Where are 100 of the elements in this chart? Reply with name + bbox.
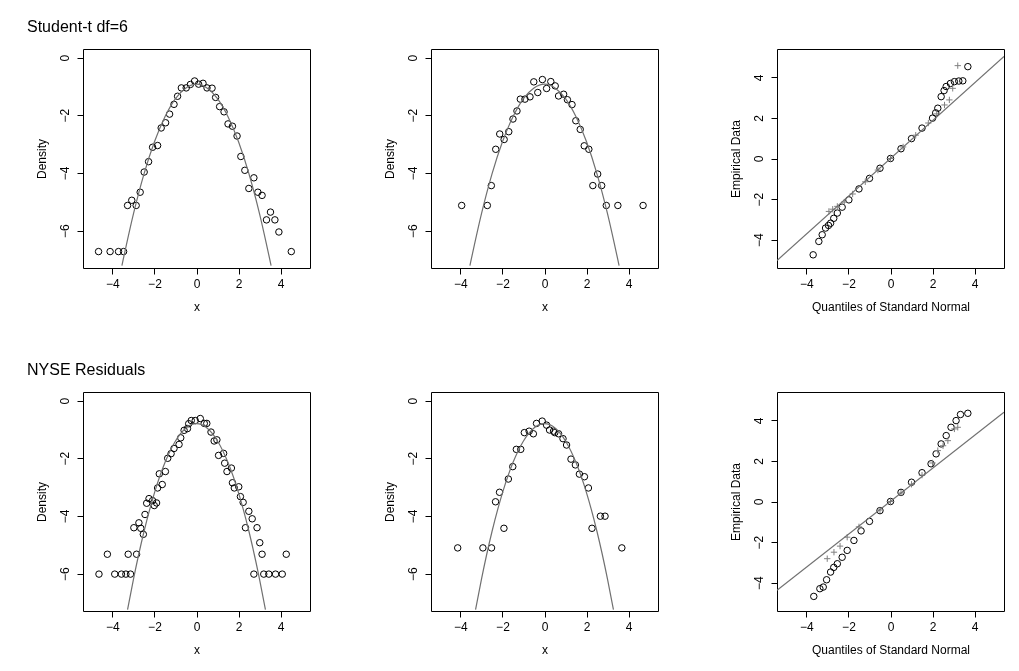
point [271, 570, 280, 578]
point [215, 102, 224, 111]
point [495, 130, 504, 138]
point [928, 114, 937, 122]
point [228, 479, 237, 487]
y-tick-label: 0 [57, 54, 72, 62]
x-axis-title: Quantiles of Standard Normal [811, 299, 971, 314]
x-tick-label: −4 [800, 619, 815, 634]
x-tick-label: −4 [106, 276, 121, 291]
point [838, 553, 846, 561]
point [187, 416, 195, 425]
point [182, 84, 190, 92]
y-tick-label: 4 [751, 417, 766, 425]
x-tick-label: 2 [583, 276, 591, 291]
y-tick-label: −6 [57, 566, 72, 581]
point [190, 77, 199, 85]
point [170, 100, 178, 109]
point [830, 214, 838, 223]
y-tick-label: −4 [57, 166, 72, 181]
point [492, 145, 500, 154]
y-axis-title: Empirical Data [728, 119, 743, 199]
y-axis-title: Density [34, 138, 49, 180]
point [453, 544, 462, 552]
y-tick-label: 0 [751, 498, 766, 506]
point [213, 436, 221, 444]
point [145, 494, 153, 503]
point [542, 84, 551, 93]
point [821, 224, 830, 232]
y-tick-label: 2 [751, 457, 766, 465]
point [947, 423, 955, 432]
point [907, 134, 916, 143]
point [228, 122, 237, 130]
point [495, 488, 504, 497]
point [483, 201, 492, 210]
point [258, 191, 266, 200]
x-tick-label: 2 [235, 276, 243, 291]
point [95, 570, 103, 578]
point [161, 467, 170, 476]
y-tick-label: 0 [57, 397, 72, 405]
x-tick-label: 4 [277, 276, 285, 291]
point [287, 247, 296, 256]
point [955, 77, 963, 85]
y-tick-label: 0 [751, 155, 766, 163]
point [509, 115, 517, 123]
point [509, 462, 517, 471]
point [224, 120, 232, 128]
point [538, 75, 547, 84]
point [580, 142, 588, 150]
line-series [121, 83, 272, 267]
x-axis-title: x [194, 642, 200, 657]
point [153, 484, 162, 492]
point [567, 455, 575, 463]
y-axis-title: Empirical Data [728, 462, 743, 542]
point [517, 445, 525, 454]
point [505, 127, 513, 136]
line-series [126, 423, 267, 611]
point [139, 530, 148, 539]
point [949, 84, 957, 92]
point [214, 451, 223, 460]
point [220, 108, 228, 116]
point [843, 546, 851, 555]
point [148, 143, 157, 151]
point [849, 190, 857, 198]
point [942, 82, 950, 91]
point [141, 510, 149, 519]
point [250, 174, 258, 182]
point [850, 536, 858, 545]
point [271, 216, 279, 224]
point [479, 544, 487, 552]
chart-title: Student-t df=6 [27, 18, 129, 35]
point [117, 570, 126, 578]
point [103, 550, 112, 558]
point [219, 449, 228, 458]
point [239, 498, 247, 507]
y-tick-label: −4 [405, 509, 420, 524]
point [934, 104, 942, 112]
point [199, 79, 207, 88]
point [521, 95, 529, 103]
point [275, 228, 283, 236]
point [954, 61, 962, 70]
point [575, 470, 584, 478]
y-tick-label: −6 [405, 566, 420, 581]
y-axis-title: Density [382, 481, 397, 523]
x-tick-label: 4 [971, 619, 979, 634]
x-tick-label: 4 [625, 276, 633, 291]
x-tick-label: −4 [454, 276, 469, 291]
x-tick-label: 4 [277, 619, 285, 634]
point [245, 184, 253, 193]
point [833, 560, 842, 568]
y-tick-label: −2 [57, 451, 72, 466]
x-tick-label: 2 [583, 619, 591, 634]
x-tick-label: −2 [496, 276, 511, 291]
point [186, 80, 195, 89]
point [196, 414, 205, 423]
point [142, 499, 151, 507]
point [809, 251, 817, 259]
point [265, 570, 273, 578]
point [956, 410, 965, 419]
point [952, 416, 960, 425]
point [220, 459, 229, 467]
